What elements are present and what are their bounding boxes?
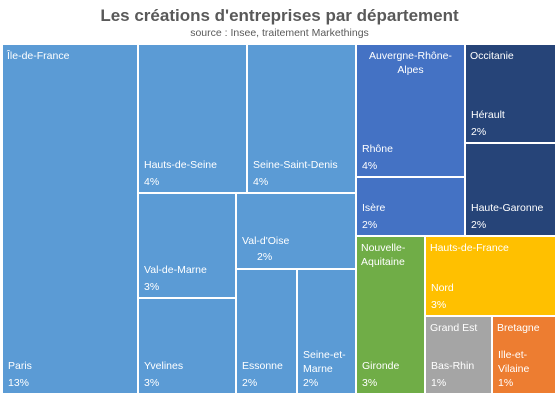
tile-value: 1% bbox=[431, 377, 447, 389]
tile-label: Hérault bbox=[471, 109, 505, 121]
treemap-tile-bas-rhin: Bas-Rhin 1% bbox=[425, 316, 492, 394]
treemap-tile-seine-saint-denis: Seine-Saint-Denis 4% bbox=[247, 44, 356, 193]
treemap-tile-essonne: Essonne 2% bbox=[236, 269, 297, 394]
treemap-tile-ille-et-vilaine: Ille-et- Vilaine 1% bbox=[492, 316, 556, 394]
tile-value: 13% bbox=[8, 377, 30, 389]
tile-value: 2% bbox=[471, 219, 487, 231]
tile-label: Val-d'Oise bbox=[242, 235, 290, 247]
group-label-nouvelle-aquitaine: Nouvelle- Aquitaine bbox=[361, 242, 406, 268]
tile-value: 4% bbox=[253, 176, 269, 188]
tile-value: 3% bbox=[362, 377, 378, 389]
tile-value: 2% bbox=[303, 377, 319, 389]
treemap-tile-val-d-oise: Val-d'Oise 2% bbox=[236, 193, 356, 269]
tile-label: Nord bbox=[431, 282, 454, 294]
treemap-tile-isere: Isère 2% bbox=[356, 177, 465, 236]
chart-subtitle: source : Insee, traitement Markethings bbox=[190, 27, 369, 39]
treemap-tile-haute-garonne: Haute-Garonne 2% bbox=[465, 143, 556, 236]
treemap-tile-nord: Nord 3% bbox=[425, 236, 556, 316]
tile-value: 1% bbox=[498, 377, 514, 389]
tile-value: 2% bbox=[471, 126, 487, 138]
treemap-tile-paris: Paris 13% bbox=[2, 44, 138, 394]
tile-value: 2% bbox=[362, 219, 378, 231]
treemap-tile-herault: Hérault 2% bbox=[465, 44, 556, 143]
tile-label: Paris bbox=[8, 360, 32, 372]
tile-value: 3% bbox=[144, 377, 160, 389]
group-label-bretagne: Bretagne bbox=[497, 322, 540, 334]
tile-label: Seine-et- Marne bbox=[303, 349, 346, 375]
tile-label: Haute-Garonne bbox=[471, 202, 544, 214]
tile-value: 2% bbox=[257, 251, 273, 263]
group-label-occitanie: Occitanie bbox=[470, 50, 514, 62]
tile-label: Gironde bbox=[362, 360, 400, 372]
group-label-ile-de-france: Île-de-France bbox=[7, 50, 70, 62]
tile-label: Seine-Saint-Denis bbox=[253, 159, 338, 171]
group-label-hauts-de-france: Hauts-de-France bbox=[430, 242, 509, 254]
tile-label: Hauts-de-Seine bbox=[144, 159, 217, 171]
treemap-tile-hauts-de-seine: Hauts-de-Seine 4% bbox=[138, 44, 247, 193]
treemap-tile-yvelines: Yvelines 3% bbox=[138, 298, 236, 394]
tile-label: Essonne bbox=[242, 360, 283, 372]
tile-label: Rhône bbox=[362, 143, 393, 155]
tile-value: 2% bbox=[242, 377, 258, 389]
group-label-auvergne-rhone-alpes: Auvergne-Rhône- Alpes bbox=[369, 50, 452, 76]
treemap-tile-gironde: Gironde 3% bbox=[356, 236, 425, 394]
chart-title: Les créations d'entreprises par départem… bbox=[100, 6, 459, 25]
tile-label: Val-de-Marne bbox=[144, 264, 207, 276]
tile-value: 4% bbox=[144, 176, 160, 188]
treemap-tile-rhone: Rhône 4% bbox=[356, 44, 465, 177]
tile-label: Bas-Rhin bbox=[431, 360, 475, 372]
treemap-tile-seine-et-marne: Seine-et- Marne 2% bbox=[297, 269, 356, 394]
tile-value: 3% bbox=[431, 299, 447, 311]
tile-value: 3% bbox=[144, 281, 160, 293]
tile-label: Yvelines bbox=[144, 360, 184, 372]
group-label-grand-est: Grand Est bbox=[430, 322, 478, 334]
tile-label: Ille-et- Vilaine bbox=[498, 349, 530, 375]
tile-value: 4% bbox=[362, 160, 378, 172]
treemap-tile-val-de-marne: Val-de-Marne 3% bbox=[138, 193, 236, 298]
tile-label: Isère bbox=[362, 202, 386, 214]
